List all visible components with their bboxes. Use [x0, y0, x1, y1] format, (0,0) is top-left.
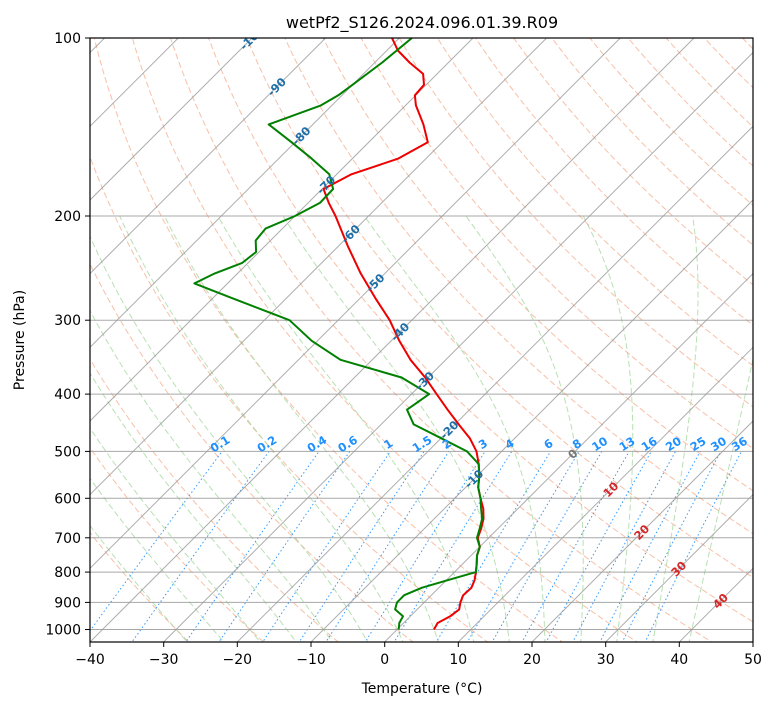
mixing-ratio-line — [521, 451, 630, 642]
profiles — [193, 38, 485, 630]
dry-adiabat-line — [474, 38, 753, 326]
isotherm-line — [90, 38, 548, 496]
x-tick-label: 20 — [523, 652, 541, 668]
y-tick-label: 200 — [54, 209, 81, 225]
y-tick-label: 1000 — [45, 623, 81, 639]
dry-adiabat-line — [551, 38, 753, 246]
isotherm-line — [236, 125, 753, 642]
mixing-ratio-line — [298, 451, 425, 642]
y-tick-label: 700 — [54, 531, 81, 547]
y-axis: 100 200 300 400 500 600 700 800 900 1000 — [45, 31, 90, 639]
x-tick-label: −20 — [223, 652, 253, 668]
dry-adiabat-line — [90, 155, 489, 642]
mixing-ratio-line — [131, 451, 270, 642]
y-tick-label: 300 — [54, 313, 81, 329]
isotherm-line — [90, 38, 622, 570]
isotherm-line — [90, 38, 401, 349]
x-tick-label: 0 — [380, 652, 389, 668]
dry-adiabat-line — [513, 38, 753, 286]
x-tick-label: 30 — [597, 652, 615, 668]
y-tick-label: 800 — [54, 565, 81, 581]
y-tick-label: 100 — [54, 31, 81, 47]
mixing-ratio-line — [218, 451, 351, 642]
y-axis-label: Pressure (hPa) — [12, 290, 28, 390]
isotherm-line — [90, 38, 180, 128]
moist-adiabat-line — [652, 215, 699, 642]
temperature-profile-line — [322, 38, 485, 630]
isotherm-line — [310, 199, 753, 642]
mixing-ratio-line — [90, 451, 223, 632]
moist-adiabat-line — [582, 215, 634, 642]
isotherm-line — [457, 346, 753, 642]
mixing-ratio-line — [435, 451, 552, 642]
dry-adiabat-line — [170, 38, 713, 642]
y-tick-label: 500 — [54, 444, 81, 460]
moist-adiabats — [90, 215, 753, 642]
isotherm-line — [90, 38, 253, 201]
isotherm-line — [162, 51, 753, 642]
moist-adiabat-line — [90, 309, 333, 642]
isotherm-line — [604, 493, 753, 642]
moist-adiabat-line — [90, 477, 225, 642]
dewpoint-profile-line — [193, 38, 484, 630]
mixing-ratio-line — [491, 451, 603, 642]
x-axis-label: Temperature (°C) — [361, 681, 483, 697]
x-tick-label: −10 — [296, 652, 326, 668]
mixing-ratio-line — [644, 451, 742, 642]
dry-adiabat-line — [322, 38, 753, 492]
plot-area: 0.1 0.2 0.4 0.6 1 1.5 2 3 4 6 8 10 13 16 20 25 30 36-100-… — [90, 38, 753, 642]
isotherm-line — [90, 38, 327, 275]
y-tick-label: 600 — [54, 491, 81, 507]
x-tick-label: 10 — [449, 652, 467, 668]
plot-frame — [89, 37, 754, 643]
isotherm-line — [531, 420, 753, 642]
x-tick-label: −40 — [75, 652, 105, 668]
y-tick-label: 900 — [54, 595, 81, 611]
moist-adiabat-line — [90, 235, 369, 642]
dry-adiabat-line — [284, 38, 753, 535]
isobar-grid — [90, 38, 753, 630]
moist-adiabat-line — [90, 372, 297, 642]
x-tick-label: 40 — [670, 652, 688, 668]
moist-adiabat-line — [119, 215, 404, 642]
x-axis: −40 −30 −20 −10 0 10 20 30 40 50 — [75, 642, 762, 668]
moist-adiabat-line — [465, 215, 584, 642]
x-tick-label: 50 — [744, 652, 762, 668]
mixing-ratio-line — [545, 451, 652, 642]
dry-adiabat-line — [208, 38, 753, 623]
isotherm-line — [90, 38, 474, 422]
mixing-ratio-line — [466, 451, 580, 642]
moist-adiabat-line — [217, 215, 475, 642]
x-tick-label: −30 — [149, 652, 179, 668]
mixing-ratio-line — [262, 451, 391, 642]
moist-adiabat-line — [364, 215, 546, 642]
dry-adiabat-line — [665, 38, 753, 128]
mixing-ratio-line — [621, 451, 722, 642]
dry-adiabat-line — [589, 38, 753, 206]
moist-adiabat-line — [164, 215, 440, 642]
moist-adiabat-line — [90, 427, 261, 642]
mixing-ratio-line — [185, 451, 320, 642]
mixing-ratio-line — [325, 451, 450, 642]
dry-adiabat-line — [90, 531, 190, 642]
moist-adiabat-line — [90, 524, 188, 642]
dry-adiabat-line — [90, 358, 339, 642]
chart-title: wetPf2_S126.2024.096.01.39.R09 — [286, 13, 558, 33]
dry-adiabat-line — [436, 38, 753, 367]
mixing-ratio-lines — [90, 451, 742, 642]
dry-adiabats — [90, 38, 753, 642]
isotherm-line — [90, 38, 695, 642]
y-tick-label: 400 — [54, 387, 81, 403]
dry-adiabat-line — [131, 38, 638, 642]
